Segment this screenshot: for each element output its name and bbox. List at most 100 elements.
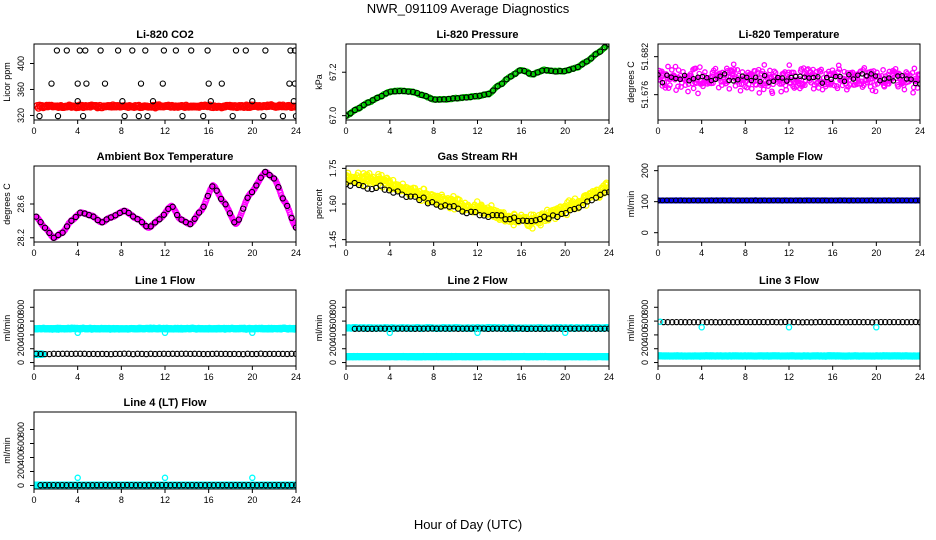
data-point xyxy=(72,481,79,489)
data-point xyxy=(864,79,871,86)
y-tick-label: 0 xyxy=(16,360,26,365)
data-point xyxy=(248,188,256,196)
data-point xyxy=(161,474,169,482)
data-point xyxy=(808,319,815,326)
data-point xyxy=(498,325,505,332)
data-point xyxy=(786,62,793,68)
data-point xyxy=(851,318,858,326)
data-point xyxy=(257,174,264,181)
data-point xyxy=(378,92,385,100)
data-point xyxy=(59,350,66,357)
data-point xyxy=(173,211,181,219)
data-point xyxy=(279,112,287,120)
data-point xyxy=(437,203,445,210)
data-point xyxy=(574,63,581,71)
data-point xyxy=(903,319,911,326)
data-point xyxy=(279,195,286,202)
x-tick-label: 4 xyxy=(75,248,80,258)
data-point xyxy=(167,482,174,489)
data-point xyxy=(868,68,875,75)
x-tick-label: 20 xyxy=(560,372,570,382)
data-point xyxy=(275,350,282,358)
data-point xyxy=(828,76,834,83)
data-point xyxy=(467,325,475,332)
data-point xyxy=(835,69,841,75)
data-point xyxy=(147,350,154,357)
data-point xyxy=(899,318,906,326)
data-point xyxy=(231,350,238,358)
data-point xyxy=(567,207,574,214)
data-point xyxy=(54,482,62,489)
data-point xyxy=(138,350,146,358)
y-axis-label: Licor ppm xyxy=(2,62,12,102)
data-point xyxy=(226,350,234,358)
data-point xyxy=(779,75,786,81)
data-point xyxy=(137,80,145,87)
data-point xyxy=(910,89,916,96)
x-tick-label: 16 xyxy=(828,248,838,258)
data-point xyxy=(223,481,230,489)
data-point xyxy=(219,482,226,489)
chart-li-820-temperature: Li-820 Temperature degrees C 0 4 8 12 16 20 24 51… xyxy=(626,29,925,136)
data-point xyxy=(489,87,497,94)
data-point xyxy=(498,80,506,87)
data-point xyxy=(734,319,741,326)
data-point xyxy=(204,192,212,200)
chart-title: Line 3 Flow xyxy=(759,275,819,287)
data-point xyxy=(195,350,203,358)
data-points xyxy=(34,168,296,242)
data-point xyxy=(271,481,278,489)
data-point xyxy=(528,217,535,225)
data-point xyxy=(142,47,149,54)
data-point xyxy=(232,47,240,54)
data-point xyxy=(85,350,93,358)
data-point xyxy=(175,482,183,489)
data-point xyxy=(850,76,857,82)
data-point xyxy=(601,189,608,196)
data-point xyxy=(685,88,691,95)
x-tick-label: 24 xyxy=(291,495,301,505)
x-tick-label: 24 xyxy=(604,248,614,258)
data-point xyxy=(901,86,908,93)
data-point xyxy=(187,221,194,228)
data-point xyxy=(34,350,40,357)
data-point xyxy=(180,481,187,489)
data-point xyxy=(690,319,698,326)
data-point xyxy=(584,325,591,332)
data-point xyxy=(558,210,565,218)
data-point xyxy=(463,94,470,101)
data-point xyxy=(502,325,509,332)
data-point xyxy=(877,77,883,84)
data-point xyxy=(244,194,251,201)
x-tick-label: 20 xyxy=(247,248,257,258)
data-point xyxy=(394,188,401,195)
data-point xyxy=(704,74,710,81)
data-point xyxy=(360,325,367,332)
data-point xyxy=(355,181,363,189)
data-point xyxy=(288,214,295,222)
data-point xyxy=(188,481,196,489)
x-tick-label: 16 xyxy=(204,126,214,136)
data-point xyxy=(672,63,679,70)
data-point xyxy=(507,73,515,80)
data-point xyxy=(472,208,479,216)
data-point xyxy=(512,70,519,77)
data-point xyxy=(159,80,166,87)
data-point xyxy=(67,481,75,489)
data-point xyxy=(72,213,79,221)
x-tick-label: 24 xyxy=(604,126,614,136)
data-point xyxy=(403,193,410,201)
data-point xyxy=(757,78,763,85)
data-point xyxy=(218,80,225,87)
data-point xyxy=(151,350,159,358)
data-point xyxy=(405,88,412,95)
data-point xyxy=(260,112,267,120)
series-avg xyxy=(346,179,609,225)
x-tick-label: 12 xyxy=(160,248,170,258)
data-point xyxy=(592,194,600,201)
data-point xyxy=(242,47,249,54)
data-point xyxy=(731,66,738,73)
data-point xyxy=(111,481,118,489)
data-point xyxy=(737,87,744,94)
data-point xyxy=(841,78,848,85)
